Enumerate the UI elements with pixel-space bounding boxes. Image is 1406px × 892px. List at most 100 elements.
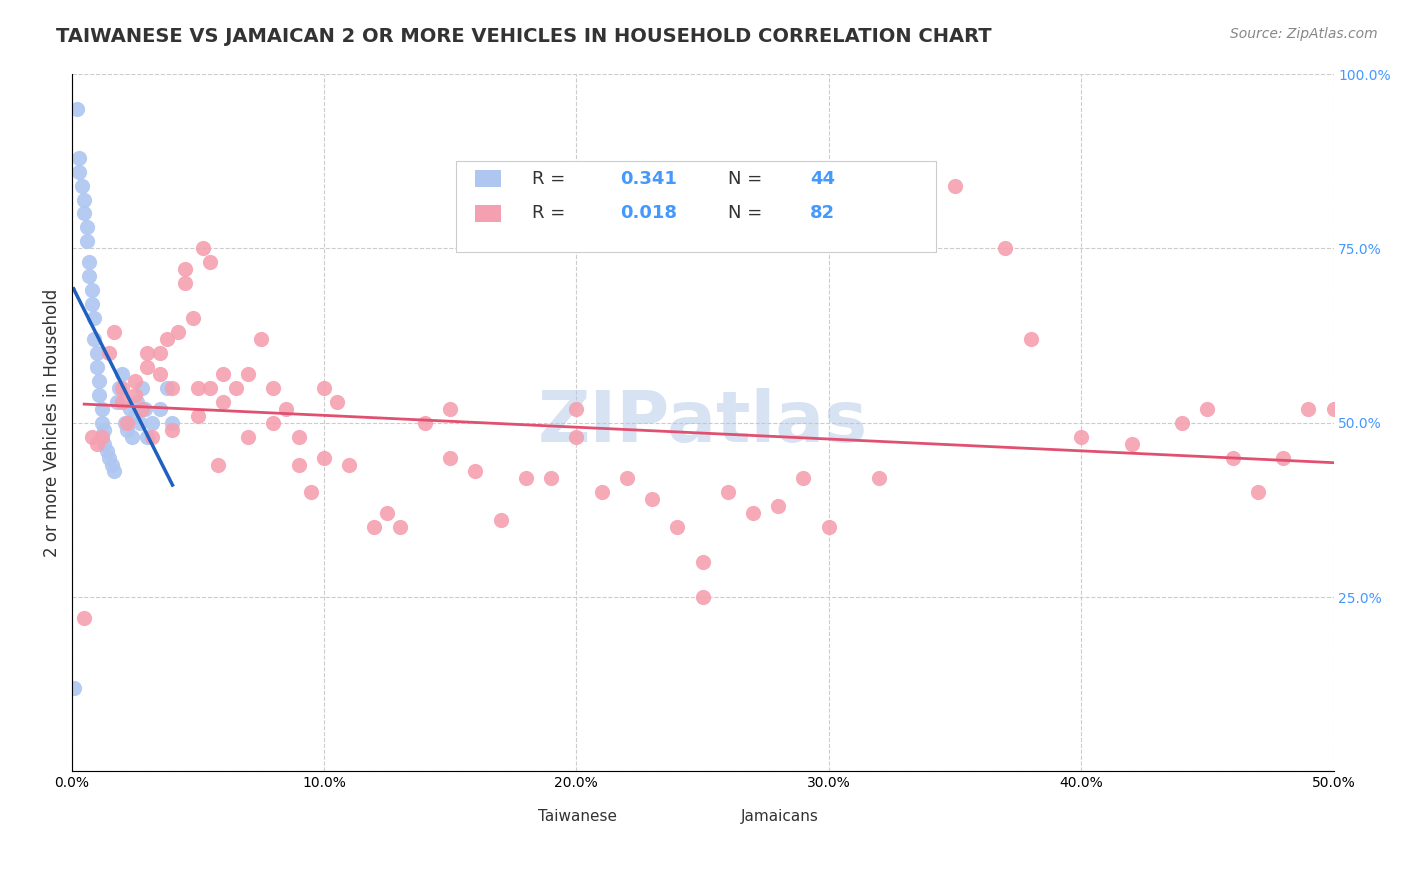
Point: [207, 458, 229, 472]
Point: [111, 394, 134, 409]
Point: [200, 381, 222, 395]
Point: [156, 381, 179, 395]
Point: [287, 429, 309, 443]
Point: [274, 401, 297, 416]
Point: [212, 394, 235, 409]
Point: [262, 416, 284, 430]
Point: [149, 346, 172, 360]
Point: [136, 429, 159, 443]
Text: 0.341: 0.341: [620, 169, 678, 187]
Point: [1121, 436, 1143, 450]
Point: [76, 220, 98, 235]
Point: [83, 332, 105, 346]
Point: [149, 367, 172, 381]
Text: R =: R =: [531, 204, 571, 222]
Point: [134, 401, 156, 416]
Point: [83, 311, 105, 326]
Point: [89, 388, 111, 402]
Point: [67, 164, 90, 178]
Point: [90, 416, 112, 430]
Point: [131, 381, 153, 395]
Point: [86, 359, 108, 374]
Point: [388, 520, 411, 534]
Point: [540, 471, 562, 485]
Point: [86, 436, 108, 450]
Point: [73, 193, 96, 207]
Point: [439, 401, 461, 416]
Point: [692, 590, 714, 604]
Point: [692, 555, 714, 569]
Point: [250, 332, 273, 346]
Point: [212, 367, 235, 381]
Point: [86, 346, 108, 360]
Point: [868, 471, 890, 485]
Point: [413, 416, 436, 430]
Point: [299, 485, 322, 500]
Point: [65, 102, 87, 116]
Point: [225, 381, 247, 395]
Point: [162, 416, 184, 430]
Point: [666, 520, 689, 534]
Point: [1272, 450, 1295, 465]
Point: [136, 346, 159, 360]
Point: [128, 416, 150, 430]
Point: [114, 416, 136, 430]
Point: [565, 401, 588, 416]
Point: [118, 401, 141, 416]
Point: [943, 178, 966, 193]
Text: Taiwanese: Taiwanese: [538, 809, 617, 824]
Point: [187, 409, 209, 423]
Point: [817, 520, 839, 534]
Point: [101, 458, 124, 472]
Point: [124, 374, 146, 388]
Point: [149, 401, 172, 416]
Point: [105, 394, 128, 409]
Point: [162, 423, 184, 437]
Point: [174, 262, 197, 277]
Point: [136, 359, 159, 374]
Point: [98, 450, 121, 465]
FancyBboxPatch shape: [475, 205, 501, 222]
Point: [108, 381, 131, 395]
Point: [238, 367, 260, 381]
Point: [70, 178, 93, 193]
Point: [489, 513, 512, 527]
Point: [1171, 416, 1194, 430]
Text: N =: N =: [728, 169, 768, 187]
Y-axis label: 2 or more Vehicles in Household: 2 or more Vehicles in Household: [44, 288, 60, 557]
Point: [63, 681, 86, 695]
Point: [287, 458, 309, 472]
Point: [103, 325, 125, 339]
FancyBboxPatch shape: [457, 161, 936, 252]
Point: [141, 429, 163, 443]
Point: [768, 500, 790, 514]
Text: R =: R =: [531, 169, 571, 187]
Point: [591, 485, 613, 500]
Text: TAIWANESE VS JAMAICAN 2 OR MORE VEHICLES IN HOUSEHOLD CORRELATION CHART: TAIWANESE VS JAMAICAN 2 OR MORE VEHICLES…: [56, 27, 991, 45]
Point: [90, 401, 112, 416]
Point: [1247, 485, 1270, 500]
Point: [464, 465, 486, 479]
Point: [111, 381, 134, 395]
Text: Source: ZipAtlas.com: Source: ZipAtlas.com: [1230, 27, 1378, 41]
Point: [141, 416, 163, 430]
Point: [262, 381, 284, 395]
Point: [89, 374, 111, 388]
Point: [80, 429, 103, 443]
Point: [515, 471, 537, 485]
Point: [121, 429, 143, 443]
Point: [1019, 332, 1042, 346]
Point: [115, 423, 138, 437]
Text: 82: 82: [810, 204, 835, 222]
Point: [363, 520, 385, 534]
Point: [96, 443, 118, 458]
Point: [67, 151, 90, 165]
Point: [792, 471, 814, 485]
Point: [337, 458, 360, 472]
Point: [162, 381, 184, 395]
Point: [77, 269, 100, 284]
Point: [375, 506, 398, 520]
Point: [124, 409, 146, 423]
Point: [1322, 401, 1344, 416]
Point: [1070, 429, 1092, 443]
